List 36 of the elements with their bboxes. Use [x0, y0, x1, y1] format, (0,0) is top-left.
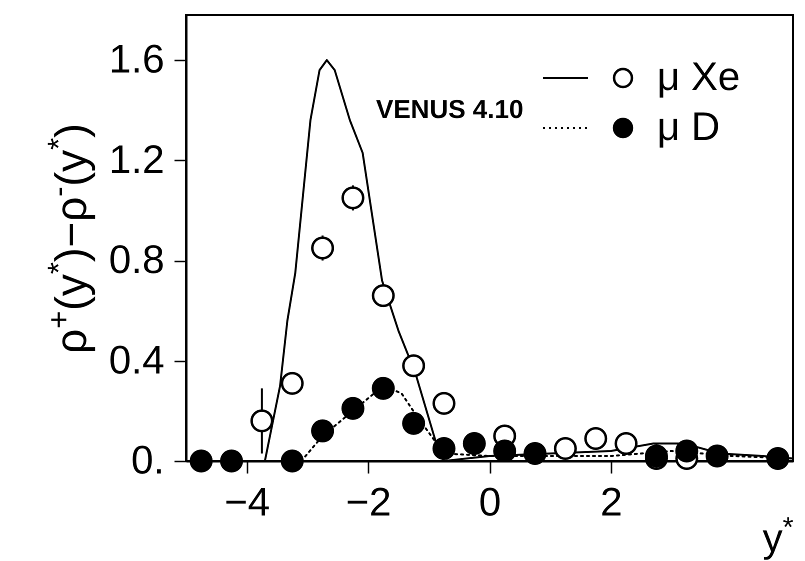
legend-label: μ D: [657, 105, 720, 149]
x-axis-title: y$^{*}$: [762, 511, 794, 560]
y-tick-label: 1.2: [108, 138, 164, 182]
point: [220, 450, 244, 472]
point: [614, 432, 638, 455]
y-tick-label: 0.: [131, 438, 164, 482]
point: [311, 419, 334, 442]
point: [462, 432, 486, 455]
point: [372, 284, 395, 308]
point: [432, 436, 456, 460]
point: [280, 372, 304, 395]
x-tick-label: 0: [478, 480, 502, 524]
y-tick-label: 1.6: [108, 38, 164, 82]
point: [250, 409, 274, 432]
legend-label: μ Xe: [657, 55, 740, 99]
point: [341, 396, 364, 420]
point: [524, 442, 547, 465]
point: [341, 186, 364, 210]
point: [706, 444, 729, 468]
point: [311, 236, 334, 260]
x-tick-label: 2: [600, 480, 623, 524]
point: [190, 450, 213, 472]
point: [280, 450, 304, 472]
point: [432, 392, 456, 415]
point: [675, 440, 698, 462]
point: [584, 426, 608, 450]
point: [402, 354, 426, 378]
point: [372, 376, 395, 400]
point: [402, 412, 426, 435]
point: [554, 436, 577, 460]
x-tick-label: −4: [224, 480, 270, 524]
y-tick-label: 0.8: [108, 238, 164, 282]
annotation: VENUS 4.10: [376, 94, 524, 124]
x-tick-label: −2: [346, 480, 392, 524]
y-tick-label: 0.4: [108, 338, 164, 382]
point: [766, 447, 790, 470]
